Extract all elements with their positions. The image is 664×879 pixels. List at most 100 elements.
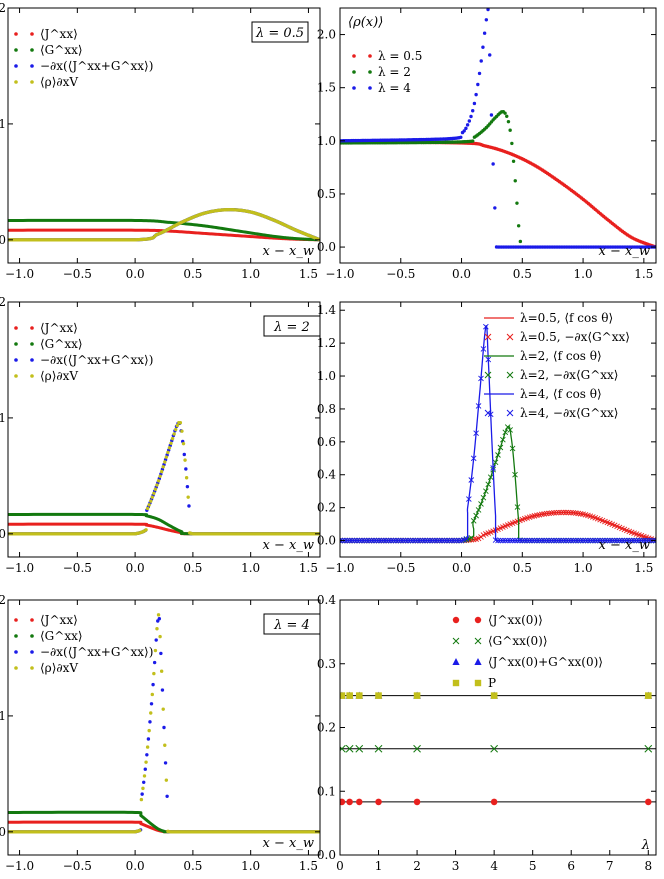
legend-marker: [14, 32, 34, 36]
data-point: [351, 537, 358, 544]
legend-dot: [30, 374, 34, 378]
y-tick-label: 0.0: [317, 848, 336, 862]
legend-dot: [30, 80, 34, 84]
data-point: [473, 430, 479, 436]
x-tick-label: −1.0: [325, 561, 354, 575]
legend-dot: [30, 342, 34, 346]
data-point: [526, 537, 533, 544]
data-point: [429, 537, 436, 544]
x-tick-label: 0: [336, 859, 344, 873]
data-point: [555, 509, 562, 516]
x-tick-label: 1.0: [574, 561, 593, 575]
data-point: [538, 537, 545, 544]
data-point: [161, 465, 165, 469]
legend-label: λ=0.5, −∂x⟨G^xx⟩: [520, 330, 630, 344]
data-point: [518, 239, 523, 244]
lambda-box: [251, 21, 309, 43]
data-point: [577, 537, 584, 544]
data-point: [504, 537, 511, 544]
data-point: [169, 441, 173, 445]
y-tick-label: 0.5: [317, 187, 336, 201]
data-point: [383, 537, 390, 544]
series-line: [8, 218, 320, 242]
data-point: [611, 537, 618, 544]
data-point: [446, 537, 453, 544]
data-point: [490, 744, 498, 753]
data-point: [465, 123, 470, 127]
data-point: [509, 445, 516, 452]
data-point: [142, 774, 147, 778]
legend-dot: [30, 32, 34, 36]
data-point: [163, 743, 167, 747]
x-tick-label: 0.0: [126, 561, 145, 575]
data-point: [512, 537, 518, 544]
data-point: [138, 828, 142, 833]
data-point: [152, 491, 156, 495]
data-point: [159, 651, 163, 656]
data-point: [175, 423, 179, 428]
data-point: [344, 537, 351, 544]
data-point: [503, 111, 507, 115]
legend-marker: [484, 409, 514, 417]
data-point: [633, 537, 640, 544]
data-point: [141, 786, 145, 791]
x-tick-label: −1.0: [325, 267, 354, 281]
data-point: [502, 429, 509, 436]
data-point: [644, 692, 652, 699]
data-point: [385, 537, 392, 544]
legend-label: ⟨ρ⟩∂xV: [40, 75, 78, 89]
data-point: [515, 201, 519, 205]
legend-marker: [14, 326, 34, 330]
data-point: [340, 798, 346, 806]
legend-cross: [484, 409, 492, 417]
chart-panel-middle-right: −1.0 −0.5 0.0 0.5 1.0 1.5 0.0 0.2 0.4 0.6 0.8 1.0 1.…: [317, 301, 657, 575]
data-point: [145, 753, 149, 757]
data-point: [476, 82, 480, 87]
data-point: [616, 537, 623, 544]
data-point: [587, 537, 594, 544]
data-point: [388, 537, 394, 544]
data-point: [513, 179, 517, 183]
data-point: [154, 638, 158, 642]
data-point: [414, 537, 421, 544]
data-point: [483, 488, 489, 495]
legend-dot: [30, 650, 34, 654]
data-point: [524, 537, 530, 544]
data-point: [478, 501, 484, 507]
legend-label: λ=4, ⟨f cos θ⟩: [520, 387, 602, 401]
data-point: [493, 206, 497, 210]
x-tick-label: −1.0: [5, 561, 34, 575]
data-point: [510, 141, 514, 146]
data-point: [464, 126, 468, 131]
data-point: [375, 692, 382, 699]
data-point: [181, 441, 186, 446]
plot-frame: [7, 7, 321, 264]
x-tick-label: 5: [529, 859, 537, 873]
legend-square: [474, 679, 482, 687]
legend-dot: [14, 80, 18, 84]
data-point: [507, 427, 513, 433]
x-tick-label: −0.5: [386, 561, 415, 575]
data-point: [149, 499, 153, 503]
data-point: [145, 506, 150, 511]
data-point: [506, 119, 511, 124]
data-point: [397, 537, 404, 544]
data-point: [163, 761, 168, 765]
data-point: [479, 59, 483, 63]
x-tick-label: 0.5: [183, 267, 202, 281]
plot-frame: [7, 599, 321, 856]
x-tick-label: 0.0: [452, 267, 471, 281]
data-point: [182, 452, 186, 457]
x-tick-label: 1: [375, 859, 383, 873]
y-tick-label: 0: [0, 233, 6, 247]
data-point: [439, 537, 445, 544]
legend-cross: [484, 333, 492, 341]
data-point: [594, 537, 601, 544]
y-tick-label: 0: [0, 527, 6, 541]
data-point: [363, 537, 370, 544]
data-point: [427, 537, 433, 544]
data-point: [354, 537, 360, 544]
legend-cross: [484, 371, 492, 379]
data-point: [500, 436, 506, 443]
x-tick-label: 1.5: [634, 267, 653, 281]
